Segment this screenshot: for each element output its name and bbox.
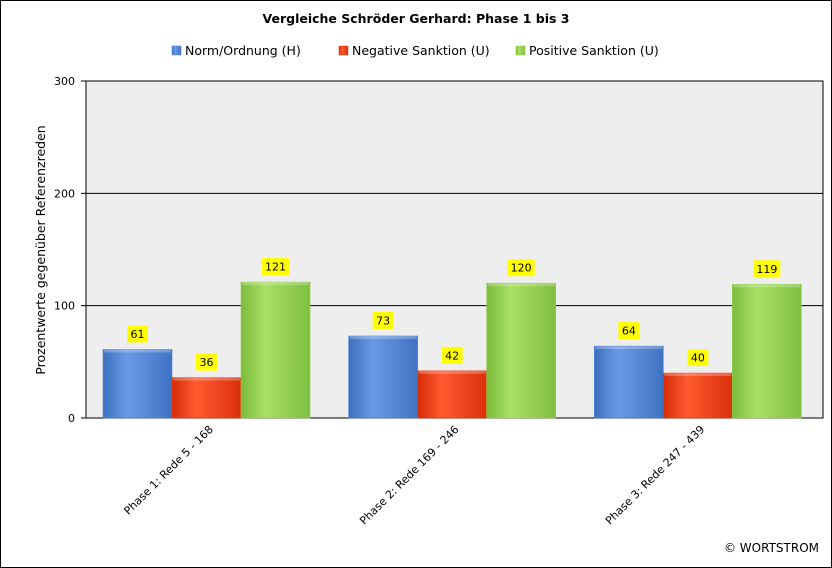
data-label-box: [372, 311, 394, 329]
legend-swatch: [171, 45, 182, 56]
legend-swatch: [515, 45, 526, 56]
category-labels: Phase 1: Rede 5 - 168 Phase 2: Rede 169 -…: [121, 423, 707, 527]
chart-title: Vergleiche Schröder Gerhard: Phase 1 bis…: [262, 11, 569, 26]
bar-highlight: [595, 346, 663, 350]
y-axis-ticks: 0 100 200 300: [54, 75, 86, 425]
bar: [663, 372, 733, 419]
bars: [102, 281, 802, 419]
bar: [171, 377, 242, 419]
y-tick-label: 100: [54, 300, 75, 313]
bar: [240, 281, 311, 419]
bar: [486, 282, 556, 419]
bar-highlight: [664, 373, 732, 377]
bar-highlight: [173, 377, 240, 381]
data-label-box: [618, 322, 640, 340]
legend-label: Negative Sanktion (U): [352, 43, 490, 58]
legend-label: Positive Sanktion (U): [529, 43, 659, 58]
data-label: 119: [756, 263, 777, 276]
bar-highlight: [487, 283, 555, 287]
bar-highlight: [733, 284, 801, 288]
category-label: Phase 1: Rede 5 - 168: [121, 423, 216, 518]
legend-label: Norm/Ordnung (H): [185, 43, 301, 58]
legend-item: Negative Sanktion (U): [338, 43, 490, 58]
bar-highlight: [349, 335, 417, 339]
bar: [102, 349, 173, 419]
legend-swatch: [338, 45, 349, 56]
data-label: 73: [376, 314, 390, 327]
data-label-box: [127, 325, 148, 343]
data-label-box: [441, 346, 463, 364]
y-tick-label: 200: [54, 187, 75, 200]
gridlines: [86, 192, 823, 307]
data-label: 42: [445, 349, 459, 362]
data-label: 40: [691, 352, 705, 365]
data-label: 64: [622, 325, 636, 338]
data-label-box: [196, 353, 217, 371]
bar-highlight: [242, 282, 309, 286]
data-labels: 61 36 121 73 42 120 64 40 119: [127, 258, 781, 371]
y-axis-label: Prozentwerte gegenüber Referenzreden: [33, 125, 48, 374]
legend-item: Norm/Ordnung (H): [171, 43, 301, 58]
data-label-box: [262, 258, 289, 276]
y-tick-label: 0: [68, 412, 75, 425]
data-label-box: [753, 260, 781, 278]
data-label: 36: [200, 356, 214, 369]
data-label: 61: [131, 328, 145, 341]
data-label: 121: [265, 261, 286, 274]
y-tick-label: 300: [54, 75, 75, 88]
category-label: Phase 2: Rede 169 - 246: [357, 423, 461, 527]
data-label-box: [507, 259, 535, 277]
bar-highlight: [104, 349, 171, 353]
data-label: 120: [511, 262, 532, 275]
legend: Norm/Ordnung (H) Negative Sanktion (U) Pos…: [171, 43, 659, 58]
bar-highlight: [418, 370, 486, 374]
bar: [594, 345, 664, 419]
legend-item: Positive Sanktion (U): [515, 43, 659, 58]
bar: [417, 370, 487, 419]
bar: [732, 284, 802, 419]
category-label: Phase 3: Rede 247 - 439: [603, 423, 707, 527]
data-label-box: [687, 349, 709, 367]
credit-text: © WORTSTROM: [724, 541, 819, 555]
bar: [348, 335, 418, 419]
